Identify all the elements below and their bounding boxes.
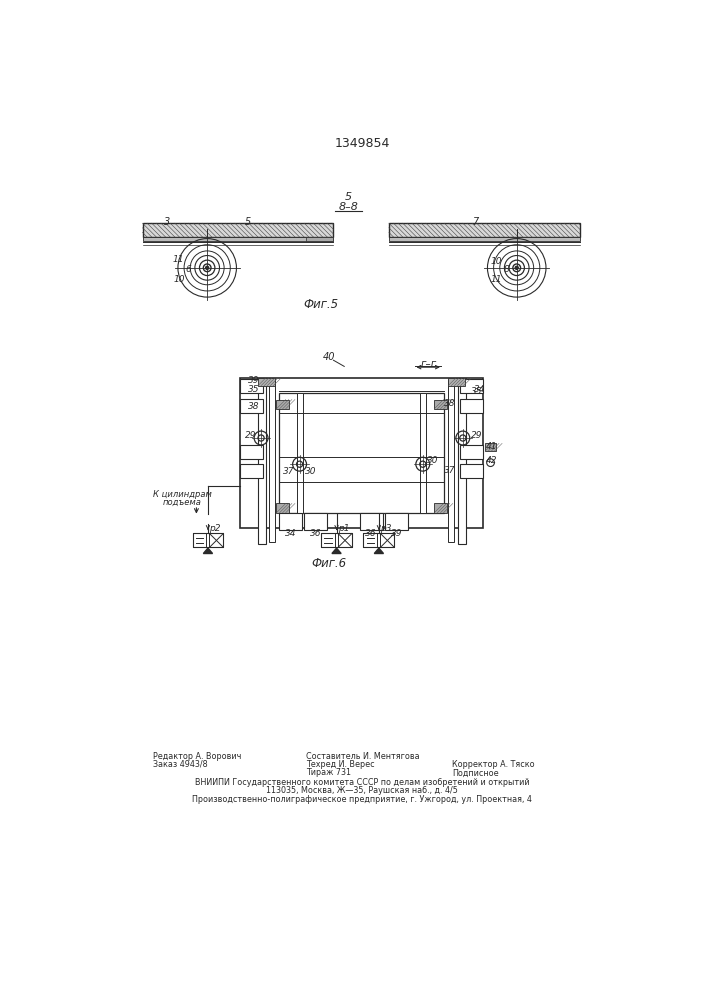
Text: 8: 8 — [504, 265, 510, 274]
Bar — [338, 533, 352, 547]
Text: 41: 41 — [486, 442, 498, 451]
Text: 10: 10 — [491, 257, 503, 266]
Bar — [258, 378, 275, 386]
Bar — [460, 399, 483, 413]
Polygon shape — [204, 548, 213, 554]
Bar — [458, 378, 466, 544]
Bar — [209, 533, 223, 547]
Text: 11: 11 — [173, 255, 185, 264]
Bar — [296, 393, 303, 513]
Bar — [279, 393, 444, 513]
Bar — [363, 533, 378, 547]
Text: 30: 30 — [427, 456, 438, 465]
Text: 34: 34 — [285, 529, 296, 538]
Bar — [240, 379, 264, 393]
Text: Редактор А. Ворович: Редактор А. Ворович — [153, 752, 242, 761]
Text: ВНИИПИ Государственного комитета СССР по делам изобретений и открытий: ВНИИПИ Государственного комитета СССР по… — [194, 778, 530, 787]
Text: Корректор А. Тяско: Корректор А. Тяско — [452, 760, 534, 769]
Text: 38: 38 — [247, 402, 259, 411]
Bar — [143, 237, 334, 241]
Bar — [240, 464, 264, 478]
Bar — [420, 393, 426, 513]
Bar — [434, 400, 447, 409]
Text: Техред И. Верес: Техред И. Верес — [305, 760, 375, 769]
Text: 35: 35 — [248, 385, 260, 394]
Bar — [434, 503, 447, 513]
Bar — [304, 513, 327, 530]
Text: 3: 3 — [164, 217, 170, 227]
Text: Заказ 4943/8: Заказ 4943/8 — [153, 760, 208, 769]
Bar — [389, 237, 580, 241]
Circle shape — [515, 266, 518, 269]
Text: Тираж 731: Тираж 731 — [305, 768, 351, 777]
Text: 5: 5 — [344, 192, 351, 202]
Text: 30: 30 — [305, 467, 317, 476]
Bar — [305, 237, 334, 241]
Bar — [240, 399, 264, 413]
Text: 37: 37 — [283, 467, 295, 476]
Polygon shape — [374, 548, 383, 554]
Text: 10: 10 — [174, 275, 185, 284]
Text: р2: р2 — [209, 524, 221, 533]
Polygon shape — [332, 548, 341, 554]
Bar — [258, 378, 266, 544]
Text: 1349854: 1349854 — [334, 137, 390, 150]
Bar — [448, 378, 465, 386]
Bar — [460, 464, 483, 478]
Text: 5: 5 — [245, 217, 251, 227]
Text: Фиг.5: Фиг.5 — [303, 298, 339, 311]
Circle shape — [206, 266, 209, 269]
Text: Производственно-полиграфическое предприятие, г. Ужгород, ул. Проектная, 4: Производственно-полиграфическое предприя… — [192, 795, 532, 804]
Text: 29: 29 — [245, 431, 257, 440]
Bar — [321, 533, 335, 547]
Bar — [380, 533, 395, 547]
Text: подъема: подъема — [163, 497, 202, 506]
Bar — [385, 513, 408, 530]
Text: Подписное: Подписное — [452, 768, 498, 777]
Bar — [269, 380, 275, 542]
Text: 36: 36 — [310, 529, 322, 538]
Bar — [192, 533, 206, 547]
Text: 29: 29 — [472, 431, 483, 440]
Bar — [460, 379, 483, 393]
Text: р3: р3 — [380, 524, 392, 533]
Bar — [389, 223, 580, 237]
Bar — [460, 445, 483, 459]
Bar — [240, 445, 264, 459]
Text: 39: 39 — [391, 529, 402, 538]
Text: 40: 40 — [322, 352, 335, 362]
Text: 42: 42 — [486, 456, 498, 465]
Text: 11: 11 — [491, 275, 503, 284]
Text: 36: 36 — [366, 529, 377, 538]
Bar — [363, 533, 395, 547]
Bar — [279, 513, 302, 530]
Text: 35: 35 — [472, 387, 483, 396]
Text: 34: 34 — [474, 385, 485, 394]
Bar — [276, 503, 288, 513]
Bar — [448, 380, 455, 542]
Bar — [192, 533, 223, 547]
Text: К цилиндрам: К цилиндрам — [153, 490, 212, 499]
Bar — [240, 378, 483, 528]
Bar — [321, 533, 352, 547]
Text: 7: 7 — [472, 217, 478, 227]
Text: Фиг.6: Фиг.6 — [311, 557, 346, 570]
Bar — [360, 513, 382, 530]
Text: 113035, Москва, Ж—35, Раушская наб., д. 4/5: 113035, Москва, Ж—35, Раушская наб., д. … — [266, 786, 458, 795]
Bar — [485, 443, 496, 451]
Text: г–г: г–г — [421, 359, 437, 369]
Text: 6: 6 — [185, 265, 191, 274]
Text: Составитель И. Ментягова: Составитель И. Ментягова — [305, 752, 419, 761]
Text: 39: 39 — [248, 376, 260, 385]
Bar — [143, 223, 334, 237]
Text: р1: р1 — [338, 524, 349, 533]
Text: 8–8: 8–8 — [338, 202, 358, 212]
Text: 38: 38 — [444, 399, 456, 408]
Text: 37: 37 — [444, 466, 456, 475]
Bar — [276, 400, 288, 409]
